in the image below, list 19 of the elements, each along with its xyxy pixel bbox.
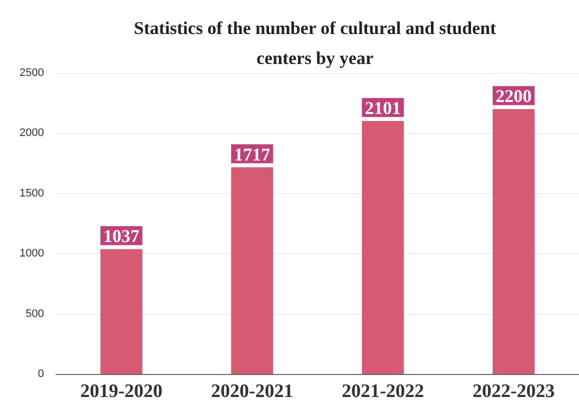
x-tick-label: 2019-2020 [80,381,163,402]
bar [231,167,274,374]
x-tick-label: 2022-2023 [472,381,555,402]
data-label: 1717 [234,144,270,164]
y-tick-label: 1000 [20,248,44,260]
bar [100,249,142,374]
data-label: 2101 [364,98,401,118]
y-tick-label: 2500 [20,67,44,79]
y-tick-label: 500 [26,308,44,320]
y-tick-label: 1500 [20,187,44,200]
x-tick-label: 2021-2022 [342,381,424,402]
chart-title: Statistics of the number of cultural and student centers by year [134,18,496,68]
bar [492,109,535,374]
y-tick-label: 0 [38,368,44,380]
x-tick-label: 2020-2021 [210,381,294,402]
bar [362,121,404,374]
y-tick-label: 2000 [20,127,44,140]
data-label: 1037 [103,226,140,246]
data-label: 2200 [496,86,532,106]
